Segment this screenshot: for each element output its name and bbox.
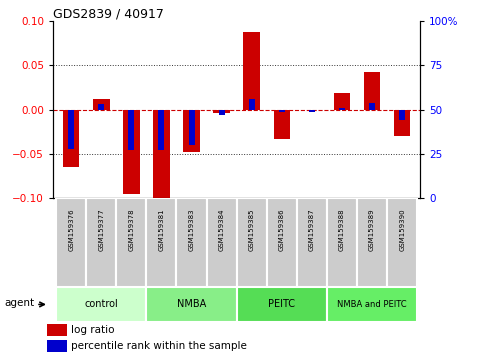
Text: GSM159390: GSM159390 [399,209,405,251]
Text: NMBA and PEITC: NMBA and PEITC [337,300,407,309]
Bar [249,99,255,110]
Bar [123,110,140,194]
Bar [399,110,405,120]
Text: GSM159381: GSM159381 [158,209,164,251]
Bar [394,110,411,136]
Text: GDS2839 / 40917: GDS2839 / 40917 [53,7,164,20]
Bar [327,198,357,287]
Bar [93,99,110,110]
Bar [158,110,164,150]
Bar [68,110,74,149]
Bar [267,198,297,287]
Bar [116,198,146,287]
Bar [47,324,67,336]
Text: agent: agent [4,298,34,308]
Text: control: control [85,299,118,309]
Bar [153,110,170,198]
Bar [369,103,375,110]
Text: GSM159386: GSM159386 [279,209,285,251]
Text: GSM159388: GSM159388 [339,209,345,251]
Bar [207,198,237,287]
Text: GSM159385: GSM159385 [249,209,255,251]
Text: GSM159376: GSM159376 [68,209,74,251]
Bar [183,110,200,152]
Bar [56,287,146,322]
Bar [334,93,350,110]
Bar [309,110,315,112]
Text: percentile rank within the sample: percentile rank within the sample [71,341,247,352]
Bar [243,32,260,110]
Text: GSM159387: GSM159387 [309,209,315,251]
Text: log ratio: log ratio [71,325,115,336]
Bar [297,198,327,287]
Bar [339,108,345,110]
Bar [98,104,104,110]
Bar [188,110,195,145]
Text: PEITC: PEITC [268,299,295,309]
Bar [128,110,134,150]
Bar [357,198,387,287]
Bar [213,110,230,113]
Bar [237,198,267,287]
Bar [56,198,86,287]
Bar [327,287,417,322]
Bar [86,198,116,287]
Text: GSM159378: GSM159378 [128,209,134,251]
Bar [47,340,67,353]
Bar [279,110,285,112]
Bar [146,198,176,287]
Bar [364,72,380,110]
Text: GSM159377: GSM159377 [98,209,104,251]
Bar [219,110,225,115]
Bar [63,110,80,167]
Bar [273,110,290,139]
Bar [387,198,417,287]
Text: GSM159383: GSM159383 [188,209,195,251]
Text: NMBA: NMBA [177,299,206,309]
Text: GSM159389: GSM159389 [369,209,375,251]
Text: GSM159384: GSM159384 [219,209,225,251]
Bar [176,198,207,287]
Bar [146,287,237,322]
Bar [237,287,327,322]
